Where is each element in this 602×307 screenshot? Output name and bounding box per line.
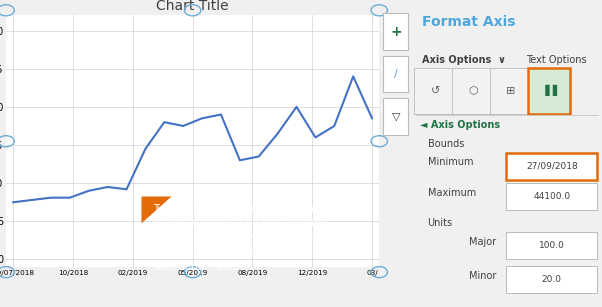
FancyBboxPatch shape [506,266,597,293]
FancyBboxPatch shape [383,56,408,92]
Text: ⬡: ⬡ [468,86,478,95]
Text: ◄ Axis Options: ◄ Axis Options [420,120,500,130]
Text: Type in the desired minimum date
in your regional date format (mine
is d/m/y), t: Type in the desired minimum date in your… [154,204,326,272]
Text: +: + [390,25,402,39]
Text: Units: Units [427,218,453,228]
Text: ↺: ↺ [430,86,440,95]
Text: Axis Options  ∨: Axis Options ∨ [422,55,506,65]
Text: ▐▐: ▐▐ [541,85,557,96]
Text: Major: Major [470,237,497,247]
Text: Minimum: Minimum [427,157,473,167]
Text: Bounds: Bounds [427,139,464,149]
FancyBboxPatch shape [506,232,597,259]
FancyBboxPatch shape [383,13,408,50]
Title: Chart Title: Chart Title [157,0,229,13]
Text: ⊞: ⊞ [506,86,516,95]
Text: /: / [394,69,398,79]
Text: Maximum: Maximum [427,188,476,198]
FancyBboxPatch shape [528,68,569,114]
FancyBboxPatch shape [506,153,597,180]
Text: Format Axis: Format Axis [422,15,515,29]
Text: 27/09/2018: 27/09/2018 [526,161,578,170]
FancyBboxPatch shape [506,183,597,210]
FancyBboxPatch shape [414,68,456,114]
Text: Text Options: Text Options [526,55,587,65]
FancyBboxPatch shape [452,68,494,114]
Text: 100.0: 100.0 [539,241,565,250]
FancyBboxPatch shape [490,68,532,114]
Text: Minor: Minor [470,271,497,281]
Polygon shape [141,196,172,223]
FancyBboxPatch shape [383,98,408,135]
Text: 44100.0: 44100.0 [533,192,570,201]
Text: 20.0: 20.0 [542,275,562,284]
Text: ▽: ▽ [391,111,400,121]
